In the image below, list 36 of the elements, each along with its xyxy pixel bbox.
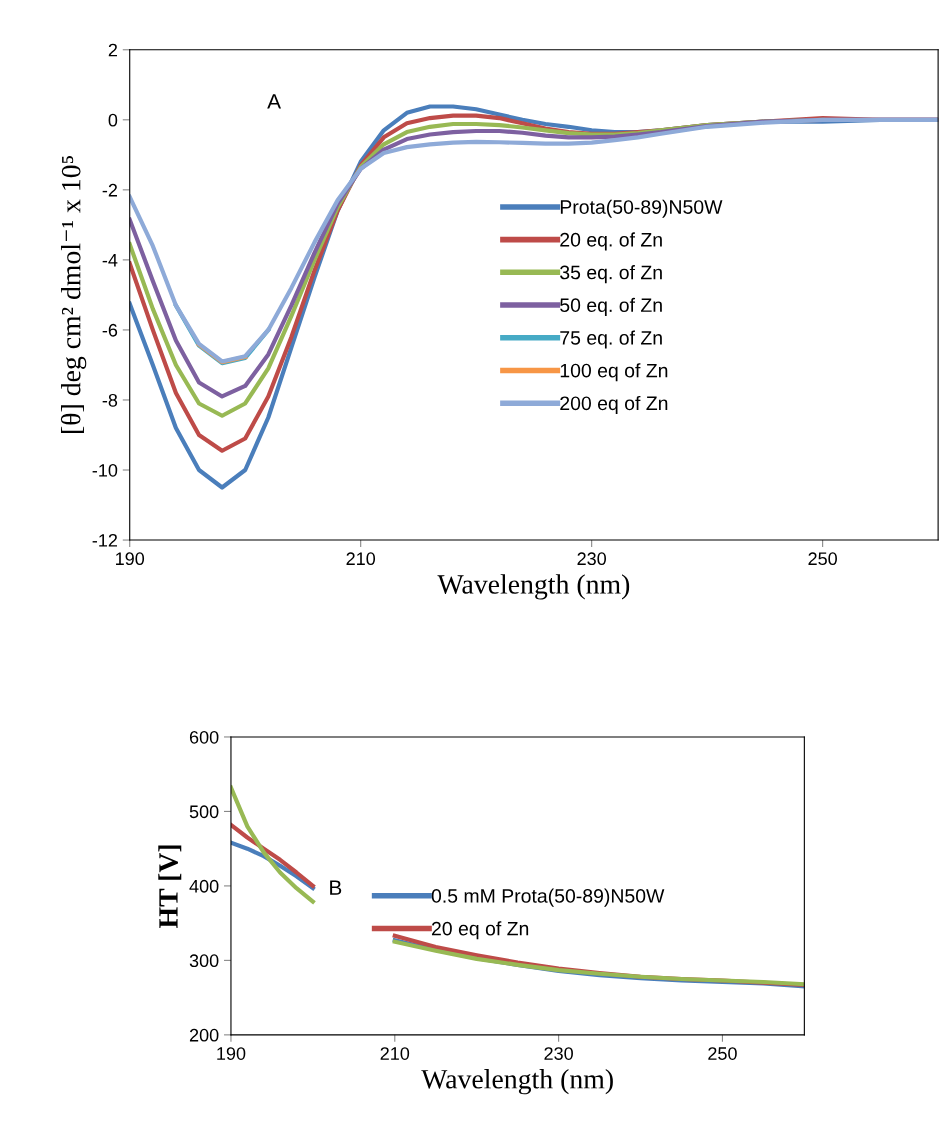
legend-label: 20 eq of Zn xyxy=(431,921,529,940)
x-tick-label: 190 xyxy=(217,1047,246,1060)
annotation: B xyxy=(330,880,342,895)
y-tick-label: 300 xyxy=(189,954,219,968)
x-tick-label: 190 xyxy=(116,552,145,566)
legend-label: 50 eq. of Zn xyxy=(560,297,662,316)
x-axis-title: Wavelength (nm) xyxy=(421,1069,613,1095)
y-tick-label: -2 xyxy=(102,183,118,197)
annotation: A xyxy=(267,94,281,109)
legend-label: 35 eq. of Zn xyxy=(560,265,662,284)
legend-label: 75 eq. of Zn xyxy=(560,330,662,349)
y-axis-title: [θ] deg cm² dmol⁻¹ x 10⁵ xyxy=(60,156,87,434)
x-tick-label: 230 xyxy=(577,552,607,566)
y-tick-label: -6 xyxy=(102,323,118,337)
legend-label: 0.5 mM Prota(50-89)N50W xyxy=(431,888,665,907)
y-tick-label: 500 xyxy=(189,805,219,819)
y-axis-title: HT [V] xyxy=(158,845,182,929)
legend-label: 20 eq. of Zn xyxy=(560,232,662,251)
y-tick-label: 0 xyxy=(108,113,118,127)
x-tick-label: 210 xyxy=(346,552,376,566)
y-tick-label: 200 xyxy=(189,1028,219,1042)
legend-label: 200 eq of Zn xyxy=(560,395,668,415)
legend-label: 100 eq of Zn xyxy=(560,363,668,382)
y-tick-label: -8 xyxy=(102,393,118,407)
y-tick-label: 600 xyxy=(189,730,219,744)
x-axis-title: Wavelength (nm) xyxy=(437,574,630,600)
legend-label: Prota(50-89)N50W xyxy=(560,199,723,218)
x-tick-label: 250 xyxy=(808,552,837,566)
y-tick-label: 400 xyxy=(189,879,219,893)
x-tick-label: 230 xyxy=(544,1047,573,1060)
y-tick-label: -4 xyxy=(102,254,118,267)
x-tick-label: 250 xyxy=(708,1047,737,1060)
x-tick-label: 210 xyxy=(380,1047,410,1060)
y-tick-label: 2 xyxy=(108,43,118,57)
y-tick-label: -10 xyxy=(92,463,118,477)
y-tick-label: -12 xyxy=(92,533,118,547)
